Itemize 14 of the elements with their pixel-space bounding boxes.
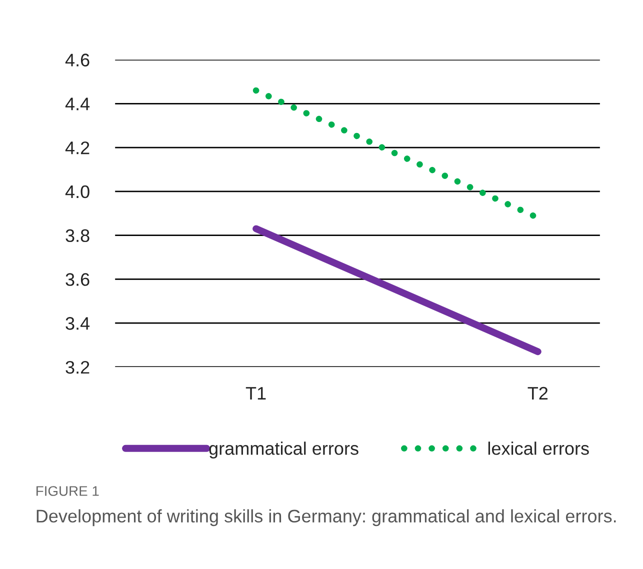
y-tick-label: 3.8 [66, 229, 90, 242]
caption: FIGURE 1 [36, 486, 99, 496]
y-tick-label: 4.6 [65, 54, 90, 66]
text: Development of writing skills in Germany: grammatical and lexical errors. [36, 509, 616, 526]
legend-label: lexical errors [488, 442, 589, 455]
x-tick-label: T2 [528, 386, 548, 400]
y-tick-label: 4.0 [65, 185, 90, 198]
x-tick-label: T1 [246, 387, 266, 400]
legend-label: grammatical errors [209, 442, 358, 458]
y-tick-label: 4.4 [65, 98, 90, 110]
y-tick-label: 3.2 [66, 360, 90, 374]
y-tick-label: 4.2 [65, 141, 90, 154]
y-tick-label: 3.6 [66, 273, 90, 286]
y-tick-label: 3.4 [66, 317, 90, 330]
